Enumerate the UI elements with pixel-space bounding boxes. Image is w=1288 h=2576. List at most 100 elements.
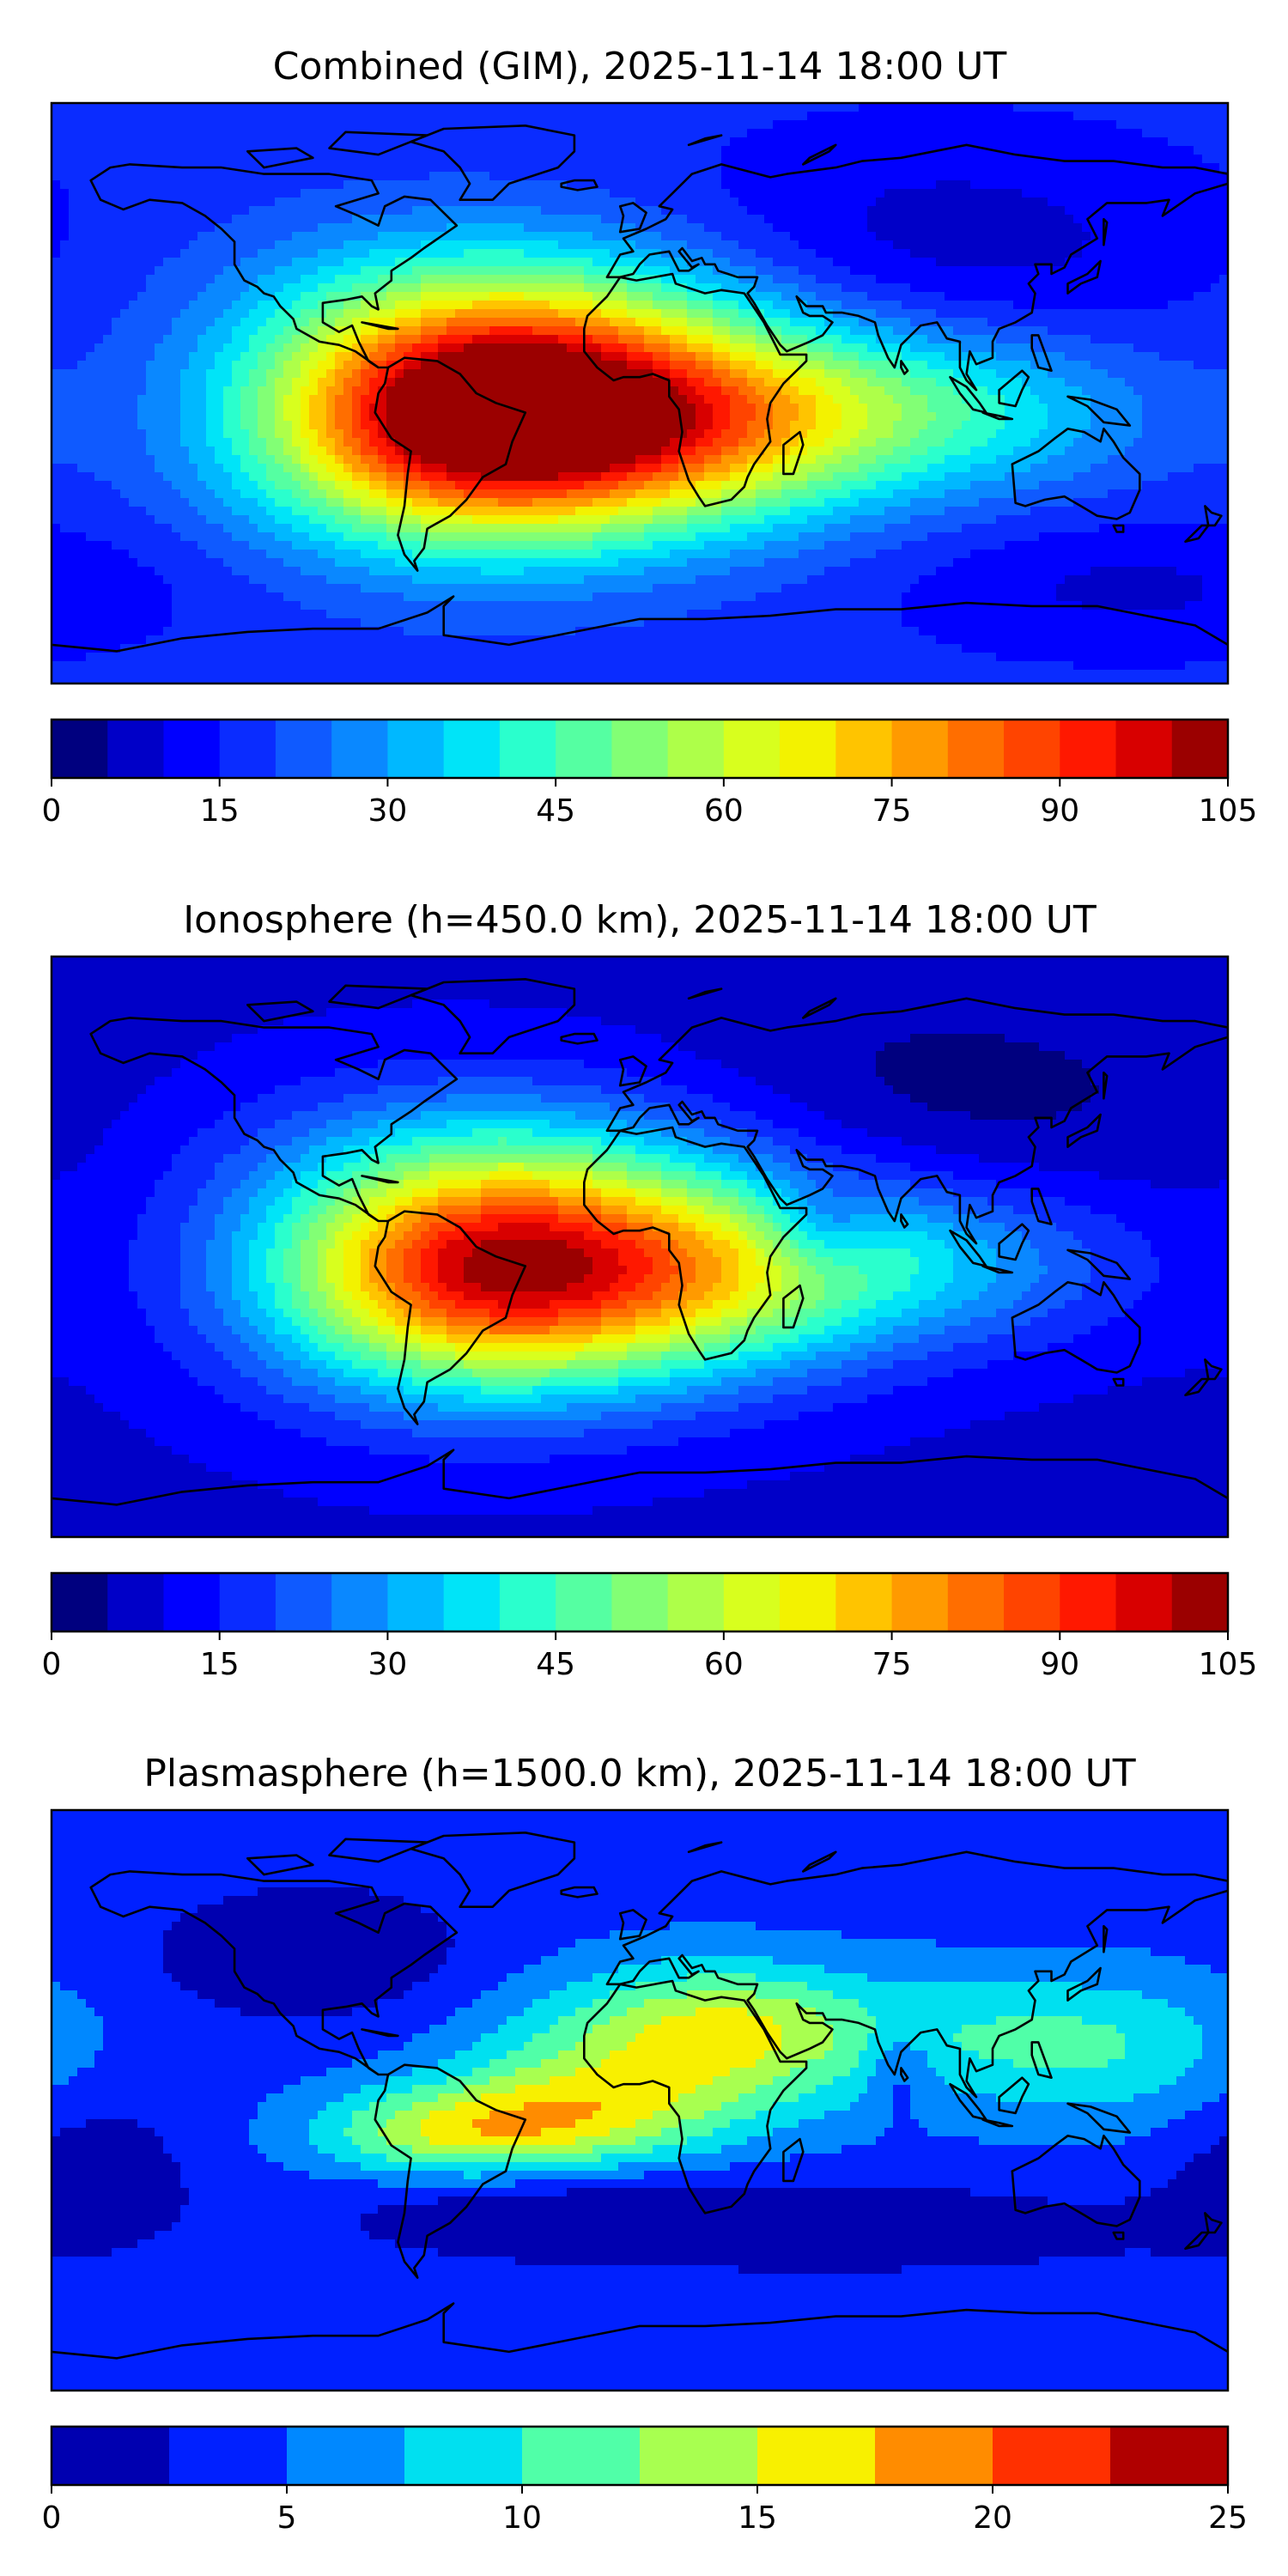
- coastline: [605, 1850, 1228, 2099]
- coastline: [582, 1979, 808, 2215]
- coastline: [582, 1126, 808, 1361]
- colorbar-segment: [331, 1573, 388, 1631]
- colorbar-segment: [875, 2427, 993, 2485]
- colorbar-frame: [50, 1571, 1230, 1633]
- coastline: [687, 134, 723, 147]
- tec-map: [50, 1808, 1230, 2392]
- coastline: [52, 595, 1228, 653]
- coastline: [89, 1870, 527, 2279]
- colorbar-tick-label: 0: [42, 1647, 62, 1682]
- colorbar-segment: [169, 2427, 288, 2485]
- coastline: [246, 1854, 314, 1876]
- coastline: [981, 411, 1014, 421]
- coastline: [582, 272, 808, 507]
- coastlines: [52, 124, 1228, 653]
- colorbar-segment: [1115, 720, 1173, 778]
- colorbar-segment: [499, 720, 556, 778]
- coastline: [1066, 1113, 1102, 1148]
- coastline: [981, 2118, 1014, 2128]
- colorbar-segment: [891, 720, 949, 778]
- coastline: [900, 2067, 909, 2082]
- colorbar-segment: [723, 720, 781, 778]
- coastline: [410, 977, 576, 1054]
- colorbar-segment: [107, 1573, 164, 1631]
- tec-contours: [52, 957, 1228, 1537]
- colorbar-tick-label: 60: [704, 1647, 744, 1682]
- coastline: [801, 143, 837, 166]
- panel-title: Ionosphere (h=450.0 km), 2025-11-14 18:0…: [183, 898, 1097, 942]
- colorbar-tick-label: 5: [277, 2500, 297, 2536]
- colorbar-segment: [723, 1573, 781, 1631]
- coastline: [89, 1017, 527, 1425]
- colorbar-segment: [443, 720, 501, 778]
- colorbar-tick-label: 0: [42, 793, 62, 829]
- tec-contours: [52, 103, 1228, 683]
- colorbar-segment: [443, 1573, 501, 1631]
- colorbar-tick-label: 20: [973, 2500, 1012, 2536]
- colorbar-tick-label: 15: [200, 1647, 240, 1682]
- colorbar-segment: [891, 1573, 949, 1631]
- coastline: [1066, 1966, 1102, 2002]
- coastline: [361, 2028, 399, 2038]
- colorbar-segment: [835, 720, 893, 778]
- coastline: [687, 1841, 723, 1854]
- coastline: [1184, 1358, 1223, 1397]
- panel-title: Combined (GIM), 2025-11-14 18:00 UT: [273, 45, 1007, 88]
- colorbar-tick-label: 45: [536, 793, 575, 829]
- coastline: [618, 1909, 647, 1941]
- colorbar-segment: [780, 1573, 836, 1631]
- coastline: [361, 321, 399, 331]
- map-frame: [50, 955, 1230, 1539]
- colorbar-segment: [780, 720, 836, 778]
- colorbar-segment: [1060, 1573, 1117, 1631]
- coastline: [1030, 1188, 1053, 1226]
- colorbar-segment: [219, 720, 276, 778]
- coastline: [1112, 2231, 1125, 2240]
- colorbar-segment: [1171, 720, 1229, 778]
- tec-map: [50, 101, 1230, 685]
- coastline: [1103, 217, 1109, 246]
- colorbar-segment: [1060, 720, 1117, 778]
- coastline: [1103, 1071, 1109, 1100]
- tec-contours: [52, 1810, 1228, 2391]
- coastlines: [52, 977, 1228, 1506]
- colorbar-segment: [947, 720, 1005, 778]
- colorbar-tick-label: 75: [872, 793, 912, 829]
- coastline: [801, 1850, 837, 1873]
- colorbar-tick-label: 15: [738, 2500, 777, 2536]
- colorbar-segment: [219, 1573, 276, 1631]
- coastline: [605, 143, 1228, 392]
- panel-combined: Combined (GIM), 2025-11-14 18:00 UT 0 15 3…: [42, 45, 1258, 829]
- coastline: [410, 1831, 576, 1908]
- coastline: [998, 1223, 1030, 1261]
- colorbar-segment: [667, 720, 725, 778]
- colorbar-segment: [107, 720, 164, 778]
- colorbar-frame: [50, 718, 1230, 780]
- colorbar-segment: [52, 1573, 108, 1631]
- colorbar-segment: [499, 1573, 556, 1631]
- coastline: [1184, 505, 1223, 544]
- coastline: [782, 2137, 805, 2183]
- coastline: [782, 1284, 805, 1329]
- colorbar-segment: [1115, 1573, 1173, 1631]
- colorbar-segment: [993, 2427, 1111, 2485]
- coastline: [52, 1449, 1228, 1506]
- map-frame: [50, 101, 1230, 685]
- colorbar-segment: [404, 2427, 523, 2485]
- colorbar-tick-label: 0: [42, 2500, 62, 2536]
- colorbar-tick-label: 105: [1199, 793, 1258, 829]
- colorbar-segment: [1004, 720, 1060, 778]
- colorbar-tick-label: 90: [1040, 793, 1079, 829]
- colorbar: 0 15 30 45 60 75 90 105: [42, 1571, 1257, 1682]
- coastline: [1066, 259, 1102, 295]
- colorbar-segment: [275, 1573, 332, 1631]
- colorbar-tick-label: 30: [368, 793, 408, 829]
- colorbar-segment: [947, 1573, 1005, 1631]
- coastline: [52, 2302, 1228, 2360]
- colorbar-tick-label: 10: [502, 2500, 542, 2536]
- coastline: [1030, 2041, 1053, 2080]
- coastline: [1066, 395, 1132, 427]
- colorbar-segment: [611, 1573, 669, 1631]
- coastline: [560, 1032, 598, 1045]
